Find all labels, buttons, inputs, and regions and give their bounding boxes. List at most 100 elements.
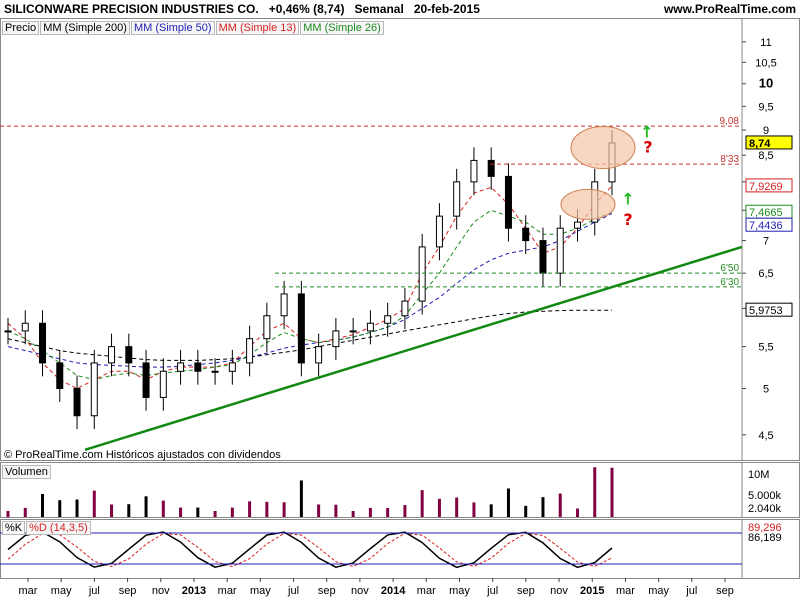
volume-bar: [144, 496, 148, 517]
level-label: 8'33: [720, 154, 739, 165]
candle-body: [384, 315, 392, 324]
candle-body: [194, 362, 202, 372]
y-tick-label: 10: [759, 76, 773, 91]
x-tick-label: may: [648, 585, 669, 597]
x-tick-label: 2013: [182, 585, 206, 597]
x-tick-label: nov: [152, 585, 170, 597]
stoch-d-label[interactable]: %D (14,3,5): [26, 521, 91, 535]
candle-body: [159, 370, 167, 398]
volume-bar: [110, 504, 114, 517]
stoch-axis-label: 89,296: [748, 522, 782, 534]
price-candle: [332, 317, 340, 361]
price-candle: [73, 375, 81, 430]
x-tick-label: mar: [616, 585, 635, 597]
volume-bar: [420, 490, 424, 517]
candle-body: [453, 181, 461, 217]
x-tick-label: nov: [351, 585, 369, 597]
volume-bar: [610, 467, 614, 517]
candle-body: [39, 322, 47, 364]
legend-ma200[interactable]: MM (Simple 200): [40, 21, 130, 35]
candle-body: [142, 362, 150, 398]
candle-body: [522, 227, 530, 242]
price-candle: [159, 358, 167, 411]
volume-bar: [403, 505, 407, 517]
candle-body: [418, 246, 426, 302]
y-tick-label: 5,5: [758, 342, 773, 354]
volume-bar: [265, 501, 269, 517]
price-candle: [125, 333, 133, 377]
legend-ma13[interactable]: MM (Simple 13): [215, 21, 300, 35]
last-value-label: 7,9269: [749, 181, 783, 193]
candle-body: [177, 362, 185, 372]
x-tick-label: nov: [550, 585, 568, 597]
y-tick-label: 6,5: [758, 268, 773, 280]
y-tick-label: 4,5: [758, 430, 773, 442]
x-tick-label: mar: [19, 585, 38, 597]
stoch-legend: %K %D (14,3,5): [2, 521, 92, 535]
last-value-label: 5,9753: [749, 305, 783, 317]
y-tick-label: 9: [763, 125, 769, 137]
price-candle: [487, 147, 495, 190]
price-candle: [418, 233, 426, 315]
price-candle: [228, 349, 236, 385]
price-candle: [4, 317, 12, 345]
x-tick-label: jul: [685, 585, 697, 597]
indicator-legend: Precio MM (Simple 200) MM (Simple 50) MM…: [2, 21, 385, 35]
x-tick-label: may: [449, 585, 470, 597]
x-tick-label: mar: [417, 585, 436, 597]
last-value-bg: [745, 135, 793, 150]
question-mark-icon: ?: [643, 138, 652, 157]
price-candle: [21, 310, 29, 345]
volume-bar: [472, 502, 476, 517]
volume-bar: [524, 505, 528, 517]
period-label: Semanal: [354, 2, 404, 16]
stoch-k-label[interactable]: %K: [2, 521, 26, 535]
candle-body: [401, 300, 409, 317]
volume-bar: [455, 497, 459, 517]
price-candle: [39, 310, 47, 377]
x-tick-label: sep: [119, 585, 137, 597]
volume-bar: [92, 490, 96, 517]
legend-ma26[interactable]: MM (Simple 26): [300, 21, 384, 35]
legend-price[interactable]: Precio: [2, 21, 40, 35]
stoch-axis-label: 86,189: [748, 532, 782, 544]
last-value-box: 8,74: [745, 135, 793, 150]
ma26-line: [7, 209, 613, 381]
volume-bar: [196, 507, 200, 517]
price-candle: [194, 349, 202, 385]
last-value-box: 7,9269: [745, 178, 793, 193]
price-candle: [556, 215, 564, 287]
candle-body: [211, 370, 219, 373]
volume-bar: [368, 507, 372, 517]
candle-body: [332, 330, 340, 348]
last-value-bg: [745, 178, 793, 193]
price-candle: [504, 163, 512, 242]
x-tick-label: jul: [88, 585, 100, 597]
candle-body: [21, 322, 29, 332]
candle-body: [504, 175, 512, 229]
volume-bar: [248, 501, 252, 517]
volume-bar: [386, 507, 390, 517]
candle-body: [73, 388, 81, 417]
level-label: 9,08: [720, 116, 740, 127]
price-candle: [263, 302, 271, 353]
price-candle: [56, 349, 64, 402]
price-candle: [349, 317, 357, 345]
panel-frame: [0, 18, 800, 461]
volume-bar: [23, 507, 27, 517]
volume-bar: [575, 508, 579, 517]
legend-ma50[interactable]: MM (Simple 50): [130, 21, 215, 35]
last-value-label: 7,4665: [749, 207, 783, 219]
price-candle: [453, 168, 461, 230]
price-candle: [470, 147, 478, 196]
volume-bar: [282, 502, 286, 517]
volume-label[interactable]: Volumen: [2, 465, 51, 479]
candle-body: [228, 362, 236, 372]
trendline: [84, 245, 743, 451]
up-arrow-icon: ↑: [621, 189, 634, 208]
x-tick-label: may: [51, 585, 72, 597]
candle-body: [4, 330, 12, 333]
x-tick-label: 2014: [381, 585, 406, 597]
volume-bar: [317, 504, 321, 517]
last-value-box: 7,4436: [745, 217, 793, 232]
